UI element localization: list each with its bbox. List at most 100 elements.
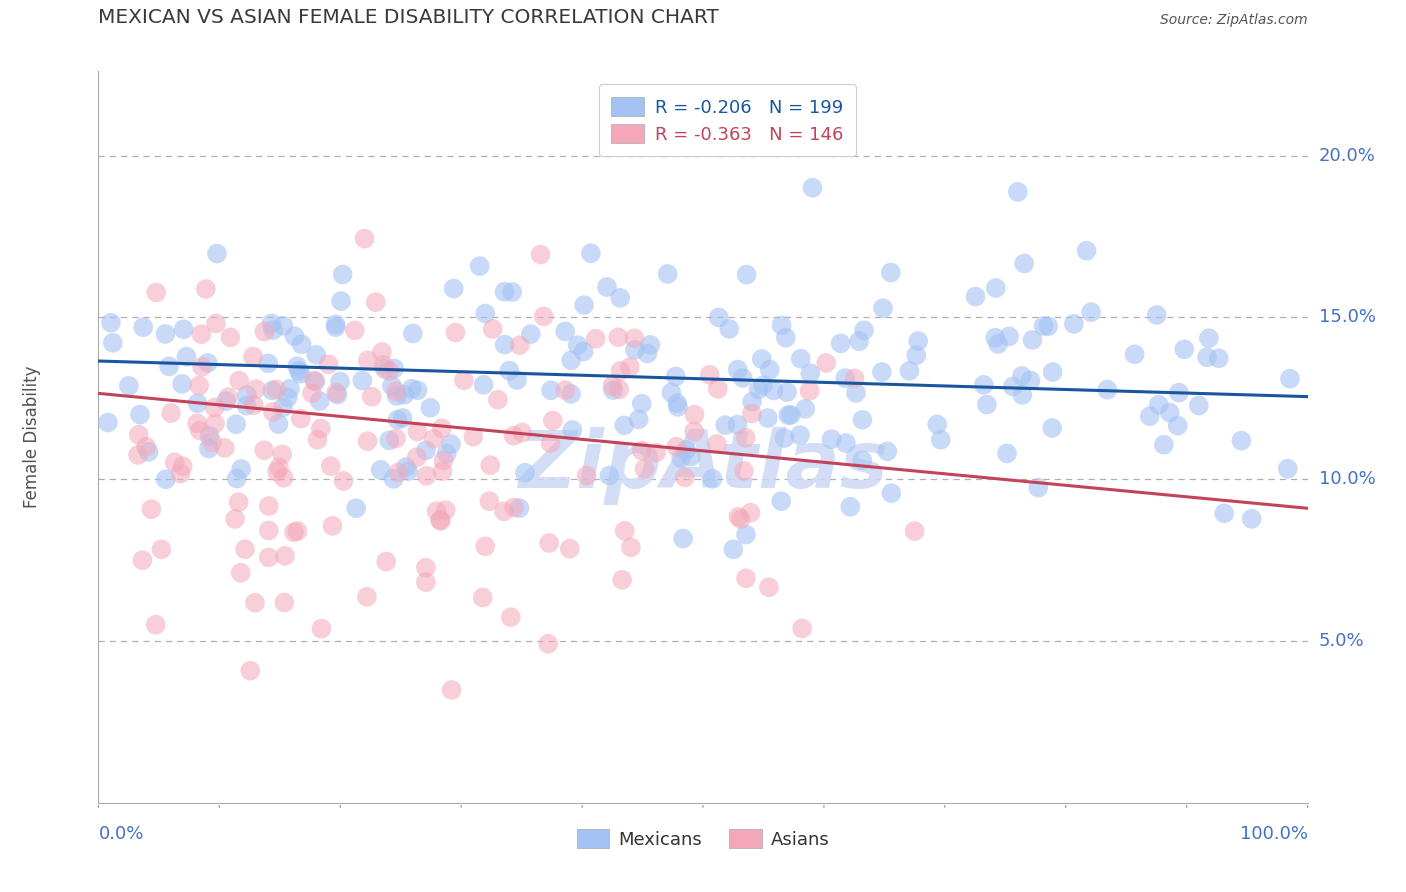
Point (419, 401, 441, 415)
Point (243, 398, 266, 412)
Point (499, 610, 522, 624)
Point (260, 317, 283, 331)
Point (481, 322, 503, 336)
Point (471, 591, 494, 605)
Point (502, 428, 524, 442)
Point (537, 637, 560, 651)
Point (723, 542, 745, 557)
Text: Source: ZipAtlas.com: Source: ZipAtlas.com (1160, 13, 1308, 28)
Point (762, 384, 785, 398)
Point (472, 377, 495, 392)
Point (572, 298, 595, 312)
Point (673, 470, 696, 484)
Point (600, 379, 623, 393)
Point (305, 348, 328, 362)
Point (741, 407, 763, 421)
Point (751, 351, 773, 366)
Point (283, 329, 305, 343)
Point (304, 375, 326, 389)
Point (273, 595, 295, 609)
Point (633, 462, 655, 476)
Point (510, 425, 533, 440)
Point (541, 414, 564, 428)
Point (271, 401, 294, 415)
Point (163, 455, 186, 469)
Point (659, 385, 682, 400)
Point (789, 428, 811, 442)
Point (758, 580, 780, 594)
Point (718, 322, 741, 336)
Point (391, 411, 413, 425)
Point (554, 325, 576, 339)
Point (927, 417, 949, 432)
Point (1173, 343, 1195, 357)
Point (731, 371, 754, 385)
Point (976, 398, 998, 412)
Point (727, 362, 749, 376)
Point (138, 445, 160, 459)
Point (839, 500, 862, 514)
Point (619, 360, 641, 375)
Point (440, 682, 463, 697)
Point (540, 436, 562, 450)
Text: Female Disability: Female Disability (22, 366, 41, 508)
Point (529, 247, 551, 261)
Point (257, 499, 280, 513)
Point (406, 383, 429, 397)
Point (640, 338, 662, 352)
Point (352, 374, 374, 388)
Point (188, 378, 211, 392)
Point (274, 549, 297, 563)
Point (257, 524, 280, 538)
Point (160, 406, 183, 420)
Point (848, 334, 870, 348)
Point (271, 447, 294, 461)
Point (283, 525, 305, 540)
Point (1063, 317, 1085, 331)
Point (187, 396, 209, 410)
Point (756, 411, 779, 425)
Point (262, 405, 284, 419)
Point (503, 500, 526, 515)
Point (402, 326, 425, 341)
Text: 100.0%: 100.0% (1240, 825, 1308, 843)
Point (1032, 318, 1054, 333)
Point (378, 434, 401, 448)
Point (758, 362, 780, 376)
Point (801, 181, 824, 195)
Point (267, 460, 290, 475)
Point (463, 429, 485, 443)
Point (373, 358, 395, 372)
Point (264, 383, 287, 397)
Point (378, 364, 401, 378)
Point (965, 290, 987, 304)
Point (1139, 409, 1161, 424)
Point (486, 392, 509, 407)
Point (1019, 374, 1042, 388)
Point (1001, 379, 1024, 393)
Point (775, 331, 797, 345)
Point (645, 445, 668, 459)
Point (253, 443, 276, 458)
Point (382, 472, 405, 486)
Point (1040, 421, 1063, 435)
Point (567, 338, 589, 352)
Point (905, 348, 928, 362)
Point (228, 374, 250, 388)
Point (1011, 368, 1033, 383)
Point (479, 458, 502, 472)
Point (609, 291, 631, 305)
Point (273, 471, 295, 485)
Point (903, 524, 925, 538)
Point (880, 486, 903, 500)
Point (1230, 434, 1253, 448)
Point (415, 443, 437, 458)
Point (287, 524, 309, 538)
Point (243, 596, 266, 610)
Point (607, 330, 630, 344)
Point (229, 566, 252, 580)
Point (740, 506, 762, 520)
Point (385, 389, 408, 403)
Point (357, 353, 380, 368)
Point (683, 425, 706, 439)
